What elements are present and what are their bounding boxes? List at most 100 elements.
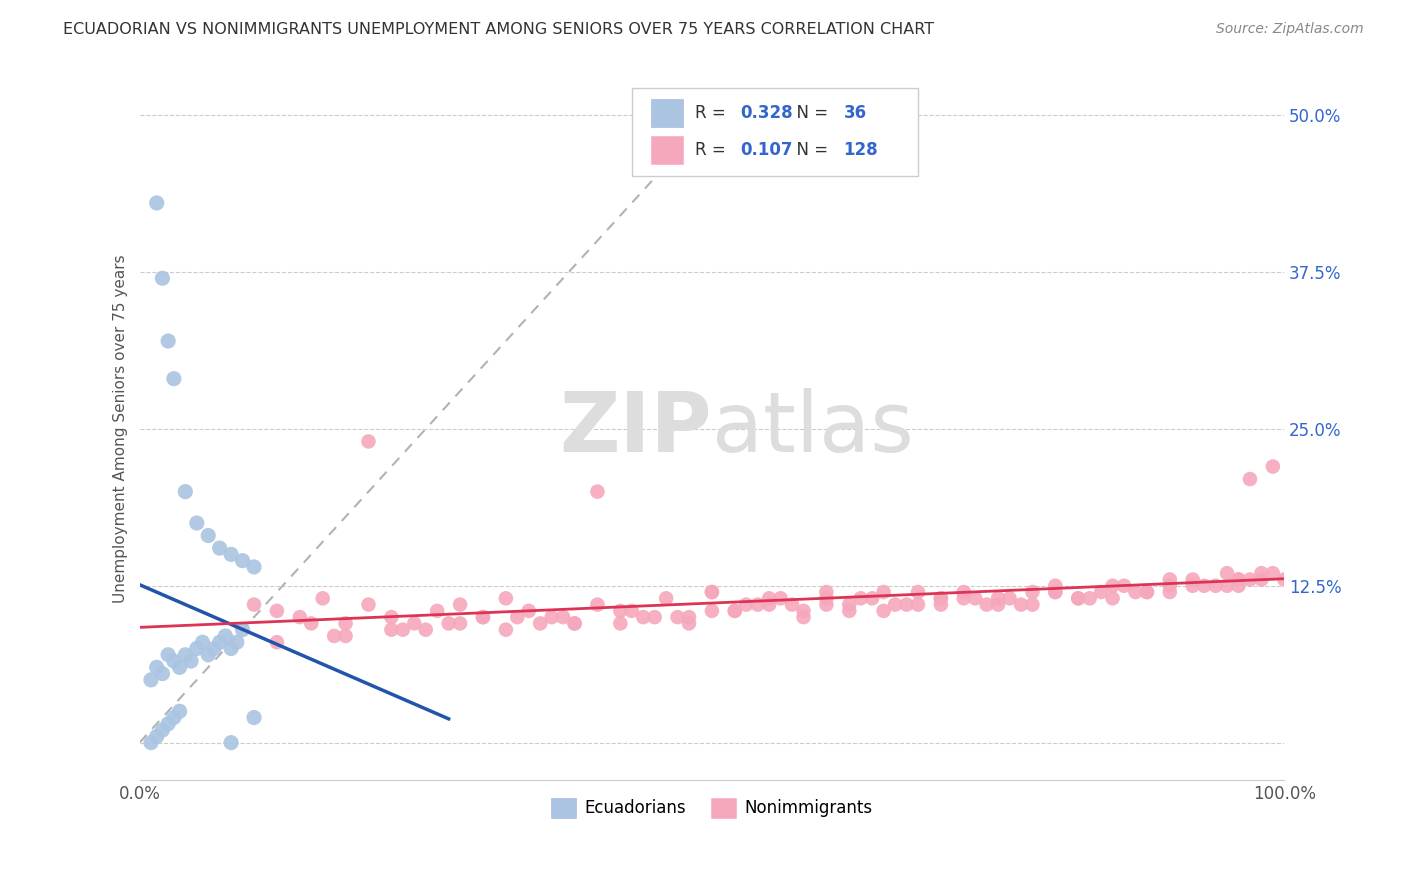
Point (180, 654, 202, 668)
FancyBboxPatch shape (651, 98, 683, 127)
Point (191, 635, 214, 649)
Point (551, 610, 574, 624)
Point (169, 660, 191, 674)
Point (219, 641, 242, 656)
Point (758, 591, 780, 606)
Text: N =: N = (786, 103, 834, 121)
Point (1021, 585, 1043, 599)
Point (644, 610, 666, 624)
Point (1112, 579, 1135, 593)
Text: R =: R = (695, 103, 731, 121)
Point (896, 598, 918, 612)
FancyBboxPatch shape (631, 88, 918, 176)
Point (1216, 579, 1239, 593)
Point (564, 616, 586, 631)
Point (157, 648, 180, 662)
Point (1159, 579, 1181, 593)
Point (225, 635, 247, 649)
Point (202, 641, 225, 656)
Point (907, 585, 929, 599)
Point (1021, 598, 1043, 612)
Point (1067, 591, 1090, 606)
Point (174, 648, 197, 662)
Point (392, 623, 415, 637)
Point (1239, 573, 1261, 587)
Point (145, 196, 167, 211)
Point (152, 723, 174, 737)
Point (449, 616, 471, 631)
Point (335, 616, 357, 631)
Point (208, 635, 231, 649)
Point (564, 616, 586, 631)
Point (243, 598, 266, 612)
Point (586, 484, 609, 499)
Point (232, 554, 254, 568)
Point (312, 591, 335, 606)
Point (437, 616, 460, 631)
Point (815, 591, 838, 606)
Point (1227, 573, 1250, 587)
Point (404, 616, 426, 631)
Point (197, 528, 219, 542)
Point (758, 598, 780, 612)
Point (735, 598, 758, 612)
Point (747, 598, 769, 612)
Point (965, 591, 987, 606)
Point (157, 334, 180, 348)
Point (163, 654, 186, 668)
Point (495, 623, 517, 637)
Point (426, 604, 449, 618)
Point (929, 591, 952, 606)
Point (872, 585, 894, 599)
Point (163, 372, 186, 386)
Point (174, 484, 197, 499)
Point (998, 591, 1021, 606)
Point (884, 598, 907, 612)
Point (540, 610, 562, 624)
Point (1125, 585, 1147, 599)
Text: 0.107: 0.107 (741, 141, 793, 159)
Point (1090, 585, 1112, 599)
Point (472, 610, 495, 624)
Point (1216, 566, 1239, 581)
Point (357, 434, 380, 449)
Point (724, 604, 747, 618)
Point (1272, 573, 1295, 587)
Point (780, 598, 803, 612)
Point (792, 610, 814, 624)
Point (838, 598, 860, 612)
Point (1067, 591, 1090, 606)
Point (929, 598, 952, 612)
Point (849, 591, 872, 606)
Text: Source: ZipAtlas.com: Source: ZipAtlas.com (1216, 22, 1364, 37)
Point (506, 610, 529, 624)
Point (1159, 585, 1181, 599)
Point (792, 604, 814, 618)
Point (655, 591, 678, 606)
Point (872, 604, 894, 618)
Point (145, 730, 167, 744)
Point (495, 591, 517, 606)
Text: atlas: atlas (711, 388, 914, 469)
Point (1261, 459, 1284, 474)
Point (299, 616, 322, 631)
Point (380, 610, 402, 624)
Point (1227, 579, 1250, 593)
Point (219, 736, 242, 750)
Point (1045, 579, 1067, 593)
Point (1250, 573, 1272, 587)
Text: ECUADORIAN VS NONIMMIGRANTS UNEMPLOYMENT AMONG SENIORS OVER 75 YEARS CORRELATION: ECUADORIAN VS NONIMMIGRANTS UNEMPLOYMENT… (63, 22, 935, 37)
Point (929, 591, 952, 606)
Point (952, 591, 974, 606)
Point (838, 604, 860, 618)
Point (139, 736, 162, 750)
Point (976, 598, 998, 612)
Point (1205, 579, 1227, 593)
Point (214, 629, 236, 643)
Point (1227, 573, 1250, 587)
Point (163, 710, 186, 724)
Point (952, 585, 974, 599)
Point (208, 541, 231, 555)
Point (380, 623, 402, 637)
Point (517, 604, 540, 618)
